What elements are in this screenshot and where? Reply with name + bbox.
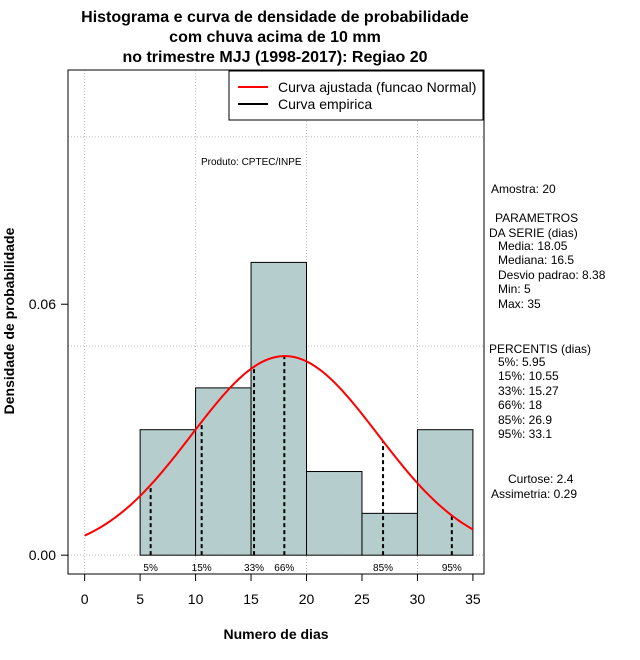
- x-tick-label-6: 30: [410, 591, 426, 607]
- param-min: Min: 5: [498, 282, 531, 296]
- x-axis: 0 5 10 15 20 25 30 35: [81, 573, 481, 607]
- percentile-label-3: 66%: [274, 563, 294, 574]
- params-header-2: DA SERIE (dias): [489, 226, 578, 240]
- legend-label-empirical: Curva empirica: [278, 96, 372, 112]
- param-mean: Media: 18.05: [498, 239, 568, 253]
- histogram-bars: [139, 261, 474, 556]
- x-tick-label-4: 20: [299, 591, 315, 607]
- histogram-bar-2: [250, 261, 308, 556]
- percentile-label-2: 33%: [244, 563, 264, 574]
- percentil-33: 33%: 15.27: [498, 384, 559, 398]
- percentis-header: PERCENTIS (dias): [489, 342, 591, 356]
- x-tick-label-0: 0: [81, 591, 89, 607]
- y-axis: 0.00 0.06: [29, 296, 69, 563]
- histogram-bar-1: [195, 387, 252, 556]
- percentil-5: 5%: 5.95: [498, 355, 546, 369]
- chart-title-line-1: Histograma e curva de densidade de proba…: [81, 9, 469, 26]
- param-max: Max: 35: [498, 297, 541, 311]
- x-tick-label-7: 35: [465, 591, 481, 607]
- y-axis-label: Densidade de probabilidade: [1, 227, 17, 414]
- histogram-bar-3: [306, 471, 363, 556]
- legend-box: [228, 70, 484, 121]
- sample-size: Amostra: 20: [491, 182, 556, 196]
- histogram-bar-0: [139, 429, 197, 556]
- y-tick-label-0: 0.00: [29, 547, 56, 563]
- chart-title-line-3: no trimestre MJJ (1998-2017): Regiao 20: [122, 49, 427, 66]
- x-tick-label-5: 25: [354, 591, 370, 607]
- percentil-66: 66%: 18: [498, 398, 542, 412]
- percentile-label-5: 95%: [442, 563, 462, 574]
- x-axis-label: Numero de dias: [223, 626, 328, 642]
- percentil-95: 95%: 33.1: [498, 427, 552, 441]
- percentile-label-0: 5%: [143, 563, 158, 574]
- percentile-lines: 5% 15% 33% 66% 85% 95%: [143, 356, 462, 574]
- curtose: Curtose: 2.4: [508, 472, 574, 486]
- legend: Curva ajustada (funcao Normal) Curva emp…: [228, 70, 484, 121]
- percentile-label-4: 85%: [373, 563, 393, 574]
- percentil-85: 85%: 26.9: [498, 413, 552, 427]
- legend-label-normal: Curva ajustada (funcao Normal): [278, 79, 476, 95]
- x-tick-label-2: 10: [188, 591, 204, 607]
- x-tick-label-1: 5: [136, 591, 144, 607]
- y-tick-label-1: 0.06: [29, 296, 56, 312]
- params-header-1: PARAMETROS: [495, 211, 578, 225]
- stats-panel: Amostra: 20 PARAMETROS DA SERIE (dias) M…: [489, 182, 606, 501]
- histogram-bar-4: [361, 512, 418, 556]
- product-credit: Produto: CPTEC/INPE: [201, 157, 302, 168]
- assimetria: Assimetria: 0.29: [491, 487, 577, 501]
- chart-title-line-2: com chuva acima de 10 mm: [169, 29, 381, 46]
- param-stddev: Desvio padrao: 8.38: [498, 268, 606, 282]
- normal-curve: [84, 355, 474, 537]
- percentile-label-1: 15%: [192, 563, 212, 574]
- x-tick-label-3: 15: [243, 591, 259, 607]
- param-median: Mediana: 16.5: [498, 253, 574, 267]
- normal-curve-line: [84, 355, 474, 537]
- percentil-15: 15%: 10.55: [498, 369, 559, 383]
